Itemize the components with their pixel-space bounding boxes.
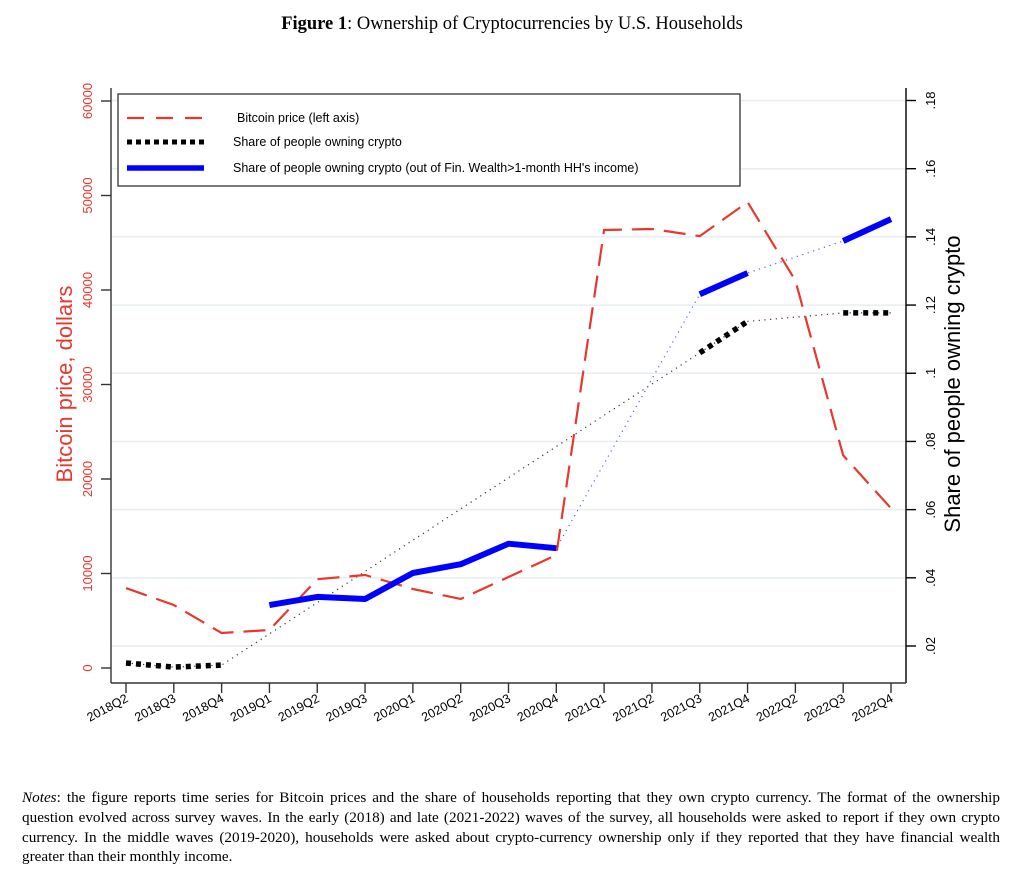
left-axis-tick-label: 40000 [80,272,95,308]
right-axis-tick-label: .12 [923,296,938,314]
left-axis-tick-label: 20000 [80,461,95,497]
x-axis-tick-label: 2020Q1 [371,691,417,724]
right-axis-tick-label: .02 [923,637,938,655]
figure-notes: Notes: the figure reports time series fo… [22,788,1000,867]
legend-label-share: Share of people owning crypto [233,135,402,149]
data-point-share [173,666,175,668]
right-axis-title: Share of people owning crypto [940,235,965,532]
left-axis-title: Bitcoin price, dollars [52,286,77,483]
x-axis-tick-label: 2018Q2 [85,691,131,724]
share-fin-line-segment [268,540,557,609]
share-fin-line-segment [841,216,893,244]
x-axis-tick-label: 2021Q4 [706,691,752,724]
share-connector-line [125,312,891,668]
data-point-bitcoin [555,554,557,556]
x-axis-tick-label: 2022Q4 [850,691,896,724]
right-axis-tick-label: .16 [923,160,938,178]
data-point-share [221,664,223,666]
x-axis-tick-label: 2021Q3 [658,691,704,724]
figure-title-text: : Ownership of Cryptocurrencies by U.S. … [347,14,743,34]
x-axis-tick-label: 2019Q3 [324,691,370,724]
x-axis-tick-label: 2021Q2 [610,691,656,724]
share-line-segment [125,660,222,670]
left-axis-tick-label: 50000 [80,177,95,213]
x-axis-tick-label: 2019Q1 [228,691,274,724]
data-point-bitcoin [268,629,270,631]
figure-title: Figure 1: Ownership of Cryptocurrencies … [0,14,1024,35]
x-axis-tick-label: 2021Q1 [563,691,609,724]
x-axis-tick-label: 2020Q2 [419,691,465,724]
right-axis-tick-label: .08 [923,432,938,450]
x-axis-tick-label: 2020Q4 [515,691,561,724]
left-axis-tick-label: 60000 [80,83,95,119]
notes-label: Notes [22,789,57,806]
x-axis-tick-label: 2019Q2 [276,691,322,724]
share-fin-connector-line [269,218,892,606]
legend-box [117,93,741,187]
share-fin-line-segment [698,270,749,297]
bitcoin-price-line [125,200,892,635]
chart: 0 10000 20000 30000 40000 50000 60000 .02 .04 .06… [52,83,965,725]
legend-label-bitcoin: Bitcoin price (left axis) [237,111,359,125]
data-point-bitcoin [794,280,796,282]
gridlines [111,99,906,647]
legend-label-share-fin: Share of people owning crypto (out of Fi… [233,161,638,175]
left-axis-tick-label: 10000 [80,555,95,591]
x-axis-tick-label: 2018Q4 [180,691,226,724]
left-axis-tick-label: 0 [80,664,95,671]
right-axis-tick-label: .04 [923,569,938,587]
x-axis-tick-label: 2022Q3 [802,691,848,724]
x-axis-tick-label: 2020Q3 [467,691,513,724]
legend: Bitcoin price (left axis) Share of peopl… [117,93,741,187]
series-lines [125,200,893,670]
notes-text: : the figure reports time series for Bit… [22,789,1000,866]
figure-label: Figure 1 [281,14,348,34]
right-axis-tick-label: .1 [923,368,938,379]
left-axis-tick-label: 30000 [80,366,95,402]
right-axis-tick-label: .06 [923,501,938,519]
right-axis-tick-label: .14 [923,228,938,246]
x-axis-tick-label: 2022Q2 [754,691,800,724]
x-axis-tick-label: 2018Q3 [132,691,178,724]
right-axis-tick-label: .18 [923,91,938,109]
